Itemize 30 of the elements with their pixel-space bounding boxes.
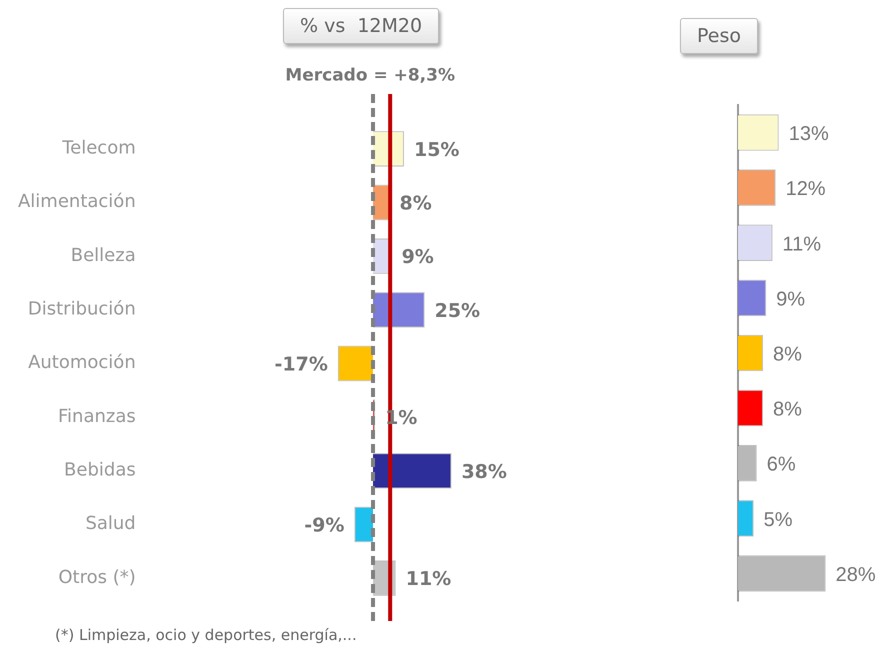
- text: (*) Limpieza, ocio y deportes, energía,...: [55, 626, 357, 644]
- y-tick-label: Belleza: [70, 244, 136, 266]
- data-label: 8%: [773, 344, 802, 366]
- y-tick-label: Otros (*): [58, 566, 136, 588]
- ref-line-label: Mercado = +8,3%: [285, 65, 455, 86]
- data-label: 9%: [402, 246, 434, 268]
- chart-title: % vs 12M20: [283, 8, 440, 44]
- chart-title: Peso: [680, 18, 758, 54]
- data-label: 5%: [764, 508, 793, 531]
- y-tick-label: Alimentación: [18, 191, 136, 212]
- data-label: 8%: [773, 398, 802, 421]
- y-tick-label: Automoción: [28, 352, 136, 374]
- data-label: 11%: [782, 233, 822, 256]
- data-label: 28%: [836, 564, 876, 586]
- data-label: 13%: [788, 123, 829, 146]
- data-label: 9%: [776, 288, 806, 310]
- data-label: -17%: [274, 353, 328, 376]
- y-tick-label: Bebidas: [64, 460, 136, 481]
- data-label: 25%: [434, 300, 480, 322]
- data-label: 8%: [400, 192, 432, 214]
- y-tick-label: Finanzas: [58, 406, 136, 427]
- y-tick-label: Telecom: [61, 138, 136, 159]
- data-label: 15%: [414, 138, 460, 161]
- y-tick-label: Distribución: [28, 298, 136, 320]
- data-label: -9%: [304, 514, 344, 536]
- data-label: 38%: [461, 460, 507, 483]
- data-label: 12%: [786, 178, 826, 200]
- data-label: 11%: [406, 568, 452, 590]
- y-tick-label: Salud: [85, 513, 136, 534]
- data-label: 6%: [766, 454, 796, 476]
